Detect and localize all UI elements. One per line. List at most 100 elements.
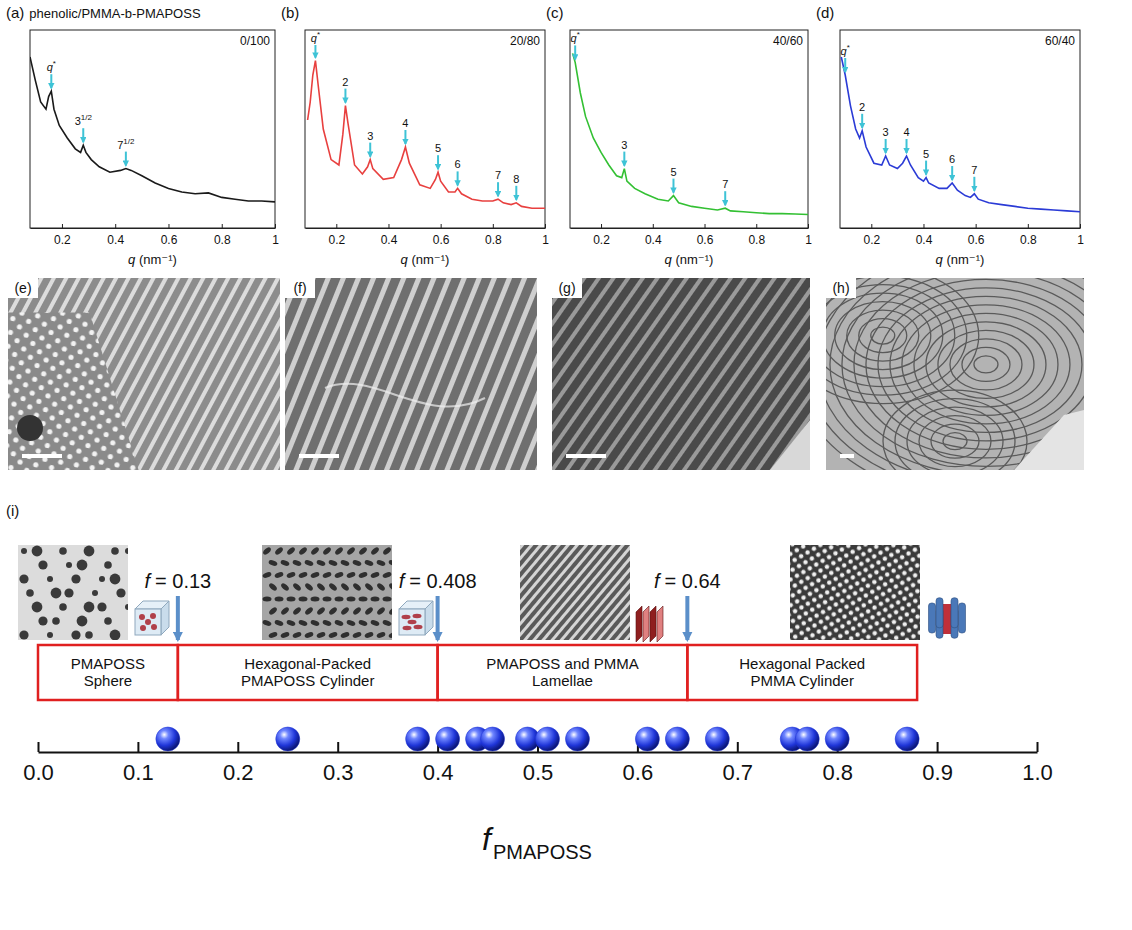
inset-blob	[340, 559, 350, 567]
inset-blob	[262, 546, 272, 556]
tick-label: 0.9	[922, 760, 953, 785]
peak-label: 4	[903, 126, 909, 138]
saxs-panel: 0.20.40.60.81q*234567(d)60/40q (nm⁻¹)	[816, 4, 1084, 267]
tick-label: 0.2	[863, 233, 880, 247]
inset-texture	[18, 545, 128, 640]
inset-blob	[280, 582, 290, 592]
inset-blob	[328, 582, 338, 592]
inset-blob	[376, 559, 386, 567]
inset-blob	[38, 616, 47, 625]
sample-point	[665, 727, 689, 751]
panel-letter: (i)	[6, 502, 19, 519]
peak-label: 5	[923, 148, 929, 160]
icon-domain	[414, 625, 423, 629]
inset-blob	[47, 632, 53, 638]
peak-arrow	[344, 89, 346, 103]
phase-label: Hexagonal-PackedPMAPOSS Cylinder	[241, 655, 374, 689]
inset-blob	[268, 582, 278, 592]
sample-point	[635, 727, 659, 751]
tick-label: 0.4	[423, 760, 454, 785]
inset-blob	[328, 559, 338, 567]
inset-image	[262, 545, 398, 640]
peak-label-main: 7	[495, 169, 501, 181]
tem-ring	[826, 278, 979, 404]
inset-blob	[376, 606, 386, 616]
x-axis: 0.20.40.60.81	[306, 224, 550, 247]
tick-mark	[1028, 224, 1029, 228]
peak-markers: q*357	[571, 30, 729, 205]
plot-area	[841, 57, 1080, 212]
tick-mark	[653, 224, 654, 228]
inset-blob	[304, 606, 314, 616]
peak-label-main: 3	[621, 139, 627, 151]
tick-mark	[275, 224, 276, 228]
phase-region	[438, 645, 688, 700]
peak-label: 3	[883, 126, 889, 138]
phase-diagram: (i)PMAPOSSSphereHexagonal-PackedPMAPOSS …	[6, 502, 1053, 863]
inset-blob	[21, 548, 27, 554]
peak-markers: q*31/271/2	[47, 59, 135, 165]
tick-label: 0.2	[328, 233, 345, 247]
icon-face	[425, 601, 433, 635]
boundary-arrow	[685, 596, 689, 640]
peak-label-sup: *	[317, 30, 320, 39]
tick-mark	[493, 224, 494, 228]
peak-label-main: 2	[342, 76, 348, 88]
inset-blob	[38, 560, 47, 569]
tem-image: (f)	[285, 278, 537, 470]
tick-label: 0.4	[381, 233, 398, 247]
inset-blob	[383, 597, 392, 602]
inset-blob	[310, 619, 320, 627]
icon-lamella	[643, 606, 649, 642]
tick-mark	[38, 742, 40, 752]
inset-blob	[364, 606, 374, 616]
inset-blob	[92, 590, 98, 596]
inset-texture	[520, 545, 630, 640]
inset-blob	[268, 559, 278, 567]
inset-blob	[358, 619, 368, 627]
phase-label-line: PMAPOSS Cylinder	[241, 672, 374, 689]
tick: 0.6	[433, 224, 450, 247]
panel-letter: (d)	[816, 4, 834, 21]
inset-blob	[323, 597, 332, 602]
tick-label: 0.6	[623, 760, 654, 785]
tem-ring	[895, 399, 1015, 470]
inset-blob	[51, 588, 62, 599]
inset-blob	[286, 619, 296, 627]
axis-line	[571, 228, 809, 229]
inset-bg	[520, 545, 630, 640]
phase-label-line: PMAPOSS	[71, 655, 145, 672]
sample-point	[825, 727, 849, 751]
composition-label: 60/40	[1045, 34, 1075, 48]
peak-label-main: 6	[949, 153, 955, 165]
peak-arrow	[497, 182, 499, 196]
x-axis: 0.20.40.60.81	[571, 224, 813, 247]
inset-blob	[340, 631, 350, 639]
peak-label-main: 2	[859, 101, 865, 113]
tem-ring	[890, 296, 1082, 432]
peak-label-main: 4	[903, 126, 909, 138]
inset-blob	[32, 602, 43, 613]
icon-cylinder	[929, 603, 936, 633]
boundary-label-text: = 0.64	[665, 570, 721, 592]
boundary-label-symbol: f	[399, 570, 407, 592]
inset-blob	[322, 619, 332, 627]
tem-spot	[17, 415, 43, 441]
inset-blob	[97, 602, 106, 611]
inset-blob	[322, 546, 332, 556]
peak-label: 3	[621, 139, 627, 151]
tick-label: 0.6	[433, 233, 450, 247]
image-label: (f)	[293, 280, 306, 296]
tem-ring	[871, 327, 895, 344]
inset-blob	[85, 631, 93, 639]
tick-mark	[756, 224, 757, 228]
tick: 0.6	[968, 224, 985, 247]
peak-label: 71/2	[117, 137, 135, 151]
peak-label: 6	[949, 153, 955, 165]
x-axis: 0.00.10.20.30.40.50.60.70.80.91.0	[23, 742, 1053, 785]
tick: 0.8	[214, 224, 231, 247]
inset-blob	[32, 546, 43, 557]
tick-mark	[62, 224, 63, 228]
peak-markers: q*234567	[841, 43, 978, 191]
sample-point	[481, 727, 505, 751]
